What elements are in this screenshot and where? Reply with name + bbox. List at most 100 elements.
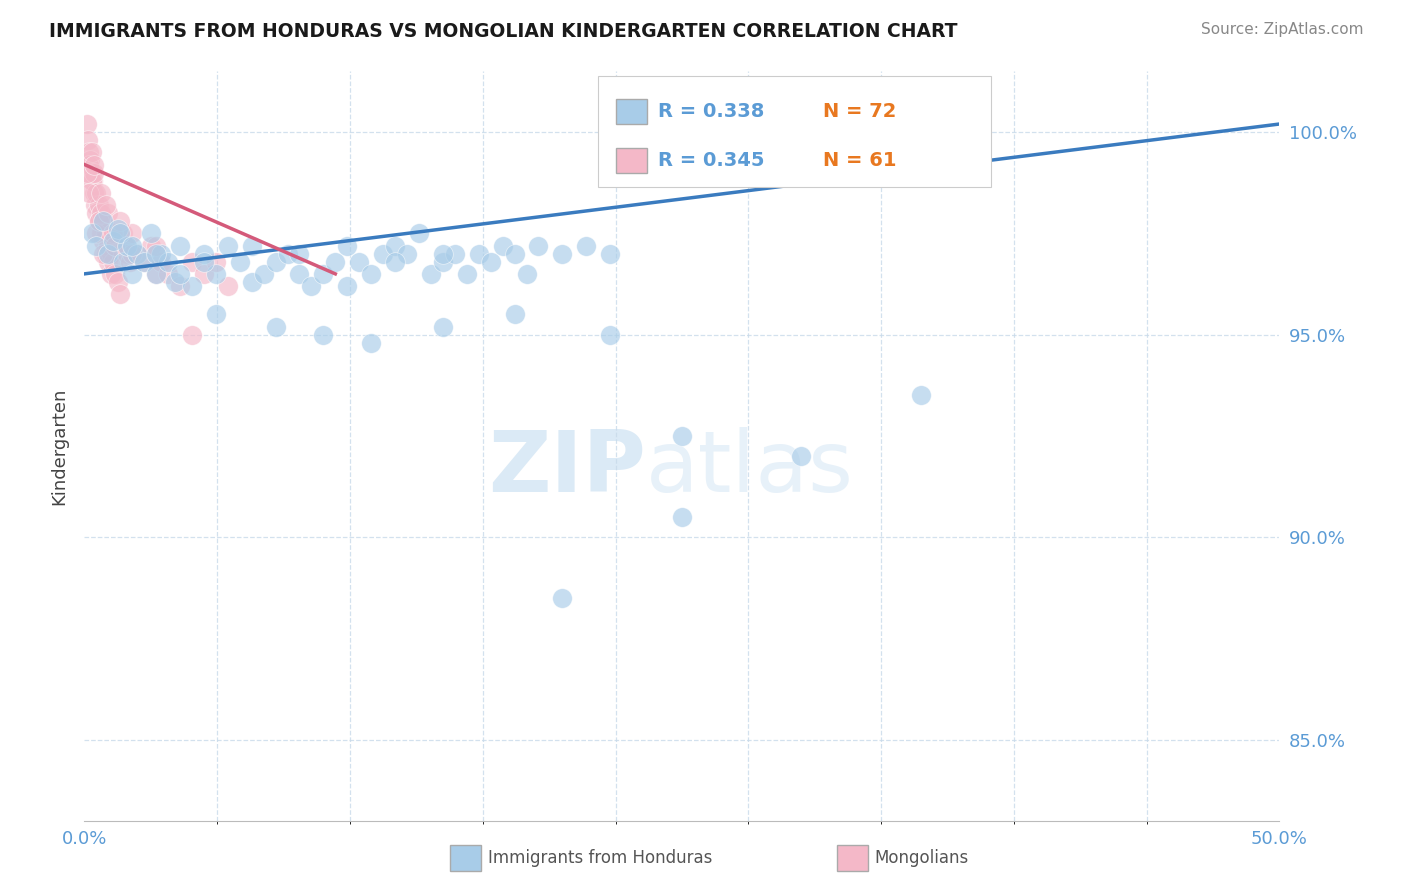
Point: [145, 238, 167, 252]
Point: [217, 279, 239, 293]
Point: [110, 287, 132, 301]
Point: [790, 449, 813, 463]
Point: [599, 327, 621, 342]
Text: IMMIGRANTS FROM HONDURAS VS MONGOLIAN KINDERGARTEN CORRELATION CHART: IMMIGRANTS FROM HONDURAS VS MONGOLIAN KI…: [49, 22, 957, 41]
Point: [84, 198, 107, 212]
Point: [301, 279, 323, 293]
Point: [121, 227, 143, 241]
Point: [83, 157, 105, 171]
Point: [253, 267, 276, 281]
Point: [169, 279, 191, 293]
Point: [83, 186, 105, 200]
Point: [492, 238, 515, 252]
Point: [157, 267, 180, 281]
Point: [104, 238, 127, 252]
Y-axis label: Kindergarten: Kindergarten: [51, 387, 69, 505]
Point: [121, 267, 143, 281]
Text: R = 0.338: R = 0.338: [658, 102, 765, 120]
Point: [157, 254, 180, 268]
Point: [87, 214, 110, 228]
Point: [117, 246, 139, 260]
Point: [101, 254, 124, 268]
Point: [551, 591, 574, 605]
Point: [432, 246, 454, 260]
Point: [77, 133, 100, 147]
Point: [264, 254, 287, 268]
Point: [527, 238, 550, 252]
Point: [93, 214, 115, 228]
Point: [94, 198, 117, 212]
Point: [100, 246, 122, 260]
Point: [181, 279, 204, 293]
Point: [312, 327, 335, 342]
Point: [503, 307, 526, 321]
Point: [360, 267, 382, 281]
Point: [420, 267, 443, 281]
Text: N = 61: N = 61: [823, 151, 896, 169]
Point: [132, 254, 156, 268]
Point: [551, 246, 574, 260]
Point: [360, 335, 382, 350]
Point: [86, 206, 108, 220]
Point: [169, 238, 191, 252]
Point: [86, 186, 108, 200]
Point: [93, 246, 115, 260]
Point: [193, 254, 215, 268]
Point: [145, 267, 167, 281]
Point: [121, 246, 143, 260]
Point: [432, 319, 454, 334]
Point: [107, 275, 129, 289]
Point: [205, 307, 228, 321]
Point: [94, 227, 117, 241]
Point: [193, 267, 215, 281]
Point: [468, 246, 491, 260]
Point: [87, 198, 110, 212]
Point: [97, 238, 120, 252]
Point: [312, 267, 335, 281]
Point: [149, 254, 172, 268]
Point: [111, 254, 134, 268]
Point: [86, 238, 108, 252]
Point: [110, 214, 132, 228]
Point: [94, 246, 117, 260]
Point: [181, 327, 204, 342]
Point: [77, 157, 100, 171]
Point: [516, 267, 538, 281]
Point: [384, 254, 406, 268]
Point: [229, 254, 252, 268]
Point: [86, 227, 108, 241]
Point: [264, 319, 287, 334]
Point: [104, 267, 127, 281]
Point: [141, 227, 163, 241]
Point: [910, 388, 932, 402]
Point: [145, 246, 167, 260]
Point: [79, 153, 101, 168]
Text: N = 72: N = 72: [823, 102, 896, 120]
Text: atlas: atlas: [647, 427, 853, 510]
Text: Mongolians: Mongolians: [875, 849, 969, 867]
Point: [193, 246, 215, 260]
Point: [141, 238, 163, 252]
Point: [83, 166, 105, 180]
Point: [97, 254, 120, 268]
Text: Immigrants from Honduras: Immigrants from Honduras: [488, 849, 713, 867]
Point: [205, 267, 228, 281]
Point: [110, 227, 132, 241]
Point: [671, 429, 693, 443]
Point: [82, 174, 104, 188]
Point: [101, 235, 124, 249]
Point: [169, 267, 191, 281]
Point: [114, 238, 136, 252]
Point: [373, 246, 395, 260]
Point: [444, 246, 467, 260]
Point: [240, 275, 263, 289]
Point: [87, 214, 110, 228]
Point: [125, 246, 148, 260]
Point: [145, 267, 167, 281]
Point: [80, 174, 103, 188]
Point: [432, 254, 454, 268]
Point: [125, 246, 148, 260]
Point: [80, 227, 103, 241]
Point: [325, 254, 347, 268]
Point: [118, 254, 141, 268]
